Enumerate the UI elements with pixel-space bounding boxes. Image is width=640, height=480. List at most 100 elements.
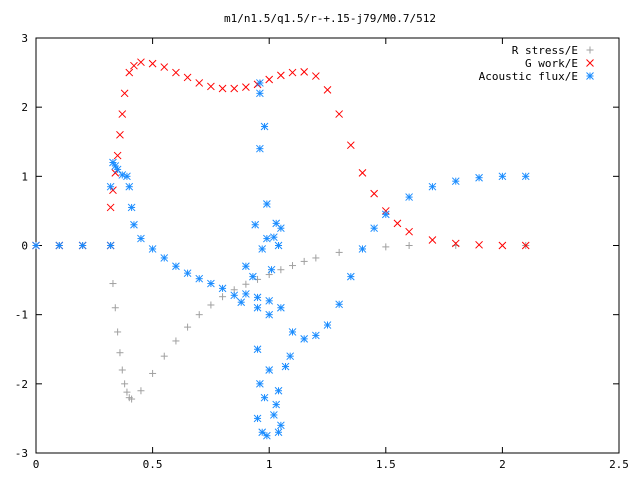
data-point: [382, 243, 390, 251]
x-axis-ticks: 0 0.5 1 1.5 2 2.5: [33, 38, 629, 471]
data-point: [270, 411, 278, 419]
x-tick-label: 1: [266, 458, 273, 471]
series-1: [32, 58, 530, 250]
data-point: [277, 266, 285, 274]
x-tick-label: 2: [499, 458, 506, 471]
data-point: [288, 68, 297, 77]
data-point: [475, 240, 483, 249]
series-2: [32, 79, 530, 440]
data-point: [277, 224, 285, 233]
data-point: [405, 227, 413, 236]
data-point: [242, 280, 250, 288]
x-tick-label: 2.5: [609, 458, 629, 471]
data-point: [263, 200, 271, 208]
data-point: [428, 182, 437, 191]
data-point: [106, 241, 115, 250]
data-point: [498, 241, 507, 250]
data-point: [251, 220, 260, 229]
data-point: [137, 234, 145, 243]
data-point: [242, 290, 250, 298]
data-point: [148, 245, 157, 253]
data-point: [300, 335, 309, 343]
data-point: [123, 172, 131, 181]
y-tick-label: 1: [21, 170, 28, 183]
data-point: [106, 182, 115, 191]
data-point: [370, 224, 378, 233]
data-point: [184, 323, 192, 331]
data-point: [346, 141, 355, 150]
data-point: [277, 303, 285, 312]
x-tick-label: 1.5: [376, 458, 396, 471]
data-point: [288, 328, 297, 336]
data-point: [116, 130, 124, 139]
data-point: [267, 265, 276, 274]
data-point: [405, 242, 413, 249]
legend-marker: [586, 46, 594, 54]
data-point: [137, 58, 145, 67]
data-point: [323, 321, 332, 329]
data-point: [207, 279, 215, 288]
data-point: [253, 414, 262, 423]
x-tick-label: 0: [33, 458, 40, 471]
data-point: [219, 293, 227, 301]
data-point: [113, 151, 122, 160]
data-point: [230, 291, 239, 300]
data-point: [311, 72, 320, 80]
data-point: [195, 311, 203, 319]
data-point: [258, 428, 267, 437]
legend-label: G work/E: [525, 57, 578, 70]
series-layer: [32, 58, 530, 440]
data-point: [263, 234, 271, 243]
data-point: [183, 269, 192, 278]
data-point: [265, 75, 274, 84]
data-point: [128, 395, 136, 403]
data-point: [125, 68, 134, 77]
data-point: [253, 303, 262, 312]
data-point: [160, 63, 169, 71]
x-tick-label: 0.5: [143, 458, 163, 471]
data-point: [358, 245, 367, 253]
data-point: [451, 177, 460, 186]
data-point: [270, 233, 278, 242]
data-point: [123, 388, 131, 396]
data-point: [428, 236, 437, 244]
chart-title: m1/n1.5/q1.5/r-+.15-j79/M0.7/512: [224, 12, 436, 25]
data-point: [256, 379, 264, 388]
legend-label: R stress/E: [512, 44, 578, 57]
data-point: [183, 73, 192, 82]
data-point: [300, 257, 308, 265]
data-point: [265, 310, 274, 319]
data-point: [242, 83, 250, 91]
data-point: [149, 369, 157, 377]
data-point: [137, 387, 145, 395]
data-point: [265, 296, 274, 305]
data-point: [335, 110, 344, 118]
y-tick-label: 0: [21, 240, 28, 253]
data-point: [256, 144, 264, 153]
data-point: [274, 241, 283, 250]
data-point: [281, 362, 290, 371]
data-point: [113, 165, 122, 174]
data-point: [195, 274, 204, 283]
data-point: [260, 122, 269, 131]
data-point: [521, 172, 530, 181]
data-point: [277, 421, 285, 430]
data-point: [274, 386, 283, 395]
data-point: [172, 337, 180, 345]
data-point: [335, 248, 343, 256]
data-point: [277, 71, 285, 80]
data-point: [521, 241, 530, 250]
data-point: [218, 284, 227, 293]
data-point: [118, 171, 127, 179]
data-point: [346, 272, 355, 281]
data-point: [148, 59, 157, 68]
data-point: [130, 220, 138, 229]
data-point: [335, 300, 344, 309]
data-point: [55, 241, 64, 250]
data-point: [130, 61, 138, 70]
data-point: [172, 262, 180, 271]
data-point: [242, 262, 250, 271]
data-point: [381, 210, 390, 219]
